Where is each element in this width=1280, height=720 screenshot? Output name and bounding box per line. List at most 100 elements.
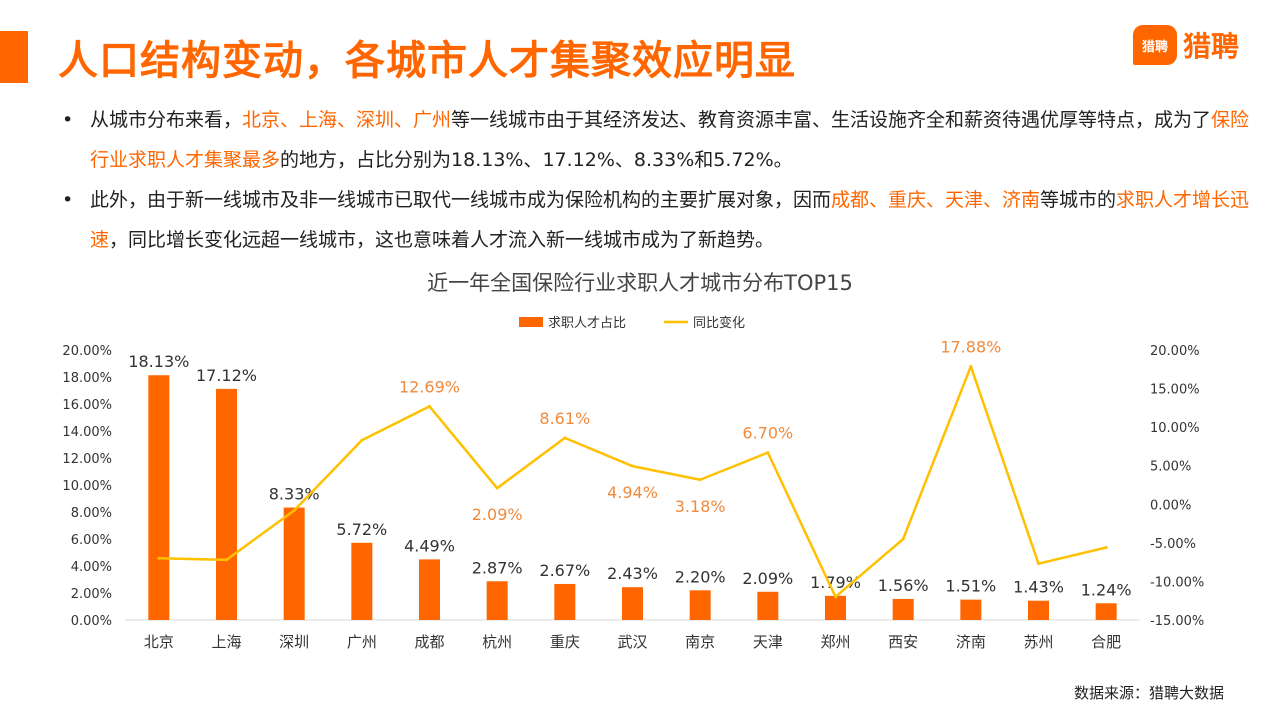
bar-深圳 [283,507,305,620]
bar-广州 [351,542,373,620]
bullet-dot: • [62,109,74,131]
y-left-tick-label: 8.00% [71,506,112,521]
bar-西安 [892,598,914,620]
y-left-tick-label: 0.00% [71,614,112,629]
bullet-highlight: 求职人才增长迅速 [90,189,1250,251]
bullet-highlight: 成都、重庆、天津、济南 [831,189,1041,211]
chart-title: 近一年全国保险行业求职人才城市分布TOP15 [427,271,853,295]
y-left-tick-label: 6.00% [71,533,112,548]
line-point-苏州 [1037,562,1040,566]
brand-logo: 猎聘 猎聘 [1133,25,1239,65]
bar-武汉 [622,587,643,620]
bullet-text-segment: ，同比增长变化远超一线城市，这也意味着人才流入新一线城市成为了新趋势。 [109,229,775,251]
y-left-tick-label: 12.00% [62,452,112,467]
y-left-tick-label: 20.00% [62,344,112,359]
bar-data-label: 2.67% [539,561,590,580]
line-point-南京 [698,478,702,482]
x-tick-label: 上海 [211,633,241,651]
bar-合肥 [1095,603,1117,620]
bar-data-label: 1.24% [1081,580,1132,599]
logo-text: 猎聘 [1183,30,1240,63]
bar-济南 [960,599,982,620]
line-data-label: 6.70% [742,424,793,443]
bar-重庆 [554,583,576,620]
bullet-dot: • [62,189,74,211]
line-data-label: 8.61% [539,409,590,428]
bullet-list: • 从城市分布来看，北京、上海、深圳、广州等一线城市由于其经济发达、教育资源丰富… [62,100,1252,260]
bar-data-label: 4.49% [404,536,455,555]
line-data-label: 3.18% [675,497,726,516]
line-point-郑州 [834,595,837,599]
bar-郑州 [825,595,846,620]
x-tick-label: 合肥 [1091,633,1121,651]
line-point-合肥 [1104,545,1108,549]
bar-data-label: 5.72% [336,520,387,539]
line-point-重庆 [563,436,567,440]
y-right-tick-label: 20.00% [1150,344,1200,359]
bullet-text: 从城市分布来看，北京、上海、深圳、广州等一线城市由于其经济发达、教育资源丰富、生… [90,109,1249,171]
y-right-tick-label: 0.00% [1150,498,1191,513]
bullet-text-segment: 从城市分布来看， [90,109,243,131]
y-right-tick-label: -15.00% [1150,614,1204,629]
x-tick-label: 郑州 [820,633,850,651]
line-point-上海 [225,558,228,562]
y-right-tick-label: -10.00% [1150,575,1204,590]
x-tick-label: 杭州 [482,633,512,651]
bullet-text: 此外，由于新一线城市及非一线城市已取代一线城市成为保险机构的主要扩展对象，因而成… [90,189,1249,251]
bar-data-label: 8.33% [269,485,320,504]
line-point-杭州 [495,486,499,490]
y-right-tick-label: 10.00% [1150,421,1200,436]
x-tick-label: 天津 [753,633,783,651]
legend-label-line: 同比变化 [693,315,745,331]
y-left-tick-label: 18.00% [62,371,112,386]
x-tick-label: 深圳 [279,633,309,651]
line-data-label: 12.69% [399,377,460,396]
x-tick-label: 济南 [956,633,986,651]
line-point-济南 [969,364,973,368]
bullet-text-segment: 等城市的 [1040,189,1117,211]
data-source: 数据来源：猎聘大数据 [1074,684,1225,702]
y-left-tick-label: 2.00% [71,587,112,602]
bar-data-label: 1.43% [1013,578,1064,597]
line-point-西安 [901,537,905,541]
bullet-highlight: 保险行业求职人才集聚最多 [90,109,1250,171]
bar-data-label: 2.87% [472,558,523,577]
x-tick-label: 武汉 [617,633,647,651]
line-point-武汉 [631,464,634,468]
bar-data-label: 1.51% [945,577,996,596]
y-left-tick-label: 10.00% [62,479,112,494]
y-left-tick-label: 16.00% [62,398,112,413]
y-right-tick-label: 5.00% [1150,460,1191,475]
logo-badge: 猎聘 [1133,25,1177,65]
bar-data-label: 18.13% [128,352,189,371]
bar-苏州 [1028,600,1049,620]
x-tick-label: 重庆 [550,633,580,651]
bar-data-label: 2.20% [675,567,726,586]
line-point-北京 [157,556,161,560]
line-point-成都 [428,404,431,408]
bar-data-label: 2.43% [607,564,658,583]
legend-swatch-bar [519,317,543,327]
bullet-text-segment: 此外，由于新一线城市及非一线城市已取代一线城市成为保险机构的主要扩展对象，因而 [90,189,832,211]
x-tick-label: 南京 [685,633,715,651]
bullet-item: • 此外，由于新一线城市及非一线城市已取代一线城市成为保险机构的主要扩展对象，因… [62,180,1252,260]
line-data-label: 2.09% [472,505,523,524]
bar-成都 [419,559,440,620]
page-title: 人口结构变动，各城市人才集聚效应明显 [58,38,796,84]
line-point-广州 [360,438,364,442]
city-distribution-chart: 近一年全国保险行业求职人才城市分布TOP15 求职人才占比 同比变化 0.00% 2.0… [62,271,1204,651]
bar-北京 [148,375,170,620]
bullet-highlight: 北京、上海、深圳、广州 [242,109,452,131]
x-tick-label: 苏州 [1023,633,1053,651]
legend-label-bar: 求职人才占比 [548,316,626,331]
y-right-tick-label: 15.00% [1150,383,1200,398]
bar-data-label: 17.12% [196,366,257,385]
x-tick-label: 北京 [144,633,174,651]
line-point-天津 [766,451,770,455]
bullet-item: • 从城市分布来看，北京、上海、深圳、广州等一线城市由于其经济发达、教育资源丰富… [62,100,1252,180]
bullet-text-segment: 等一线城市由于其经济发达、教育资源丰富、生活设施齐全和薪资待遇优厚等特点，成为了 [451,109,1212,131]
line-data-label: 17.88% [940,337,1001,356]
x-tick-label: 成都 [414,633,444,651]
bar-data-label: 2.09% [742,569,793,588]
x-tick-label: 西安 [888,633,918,651]
